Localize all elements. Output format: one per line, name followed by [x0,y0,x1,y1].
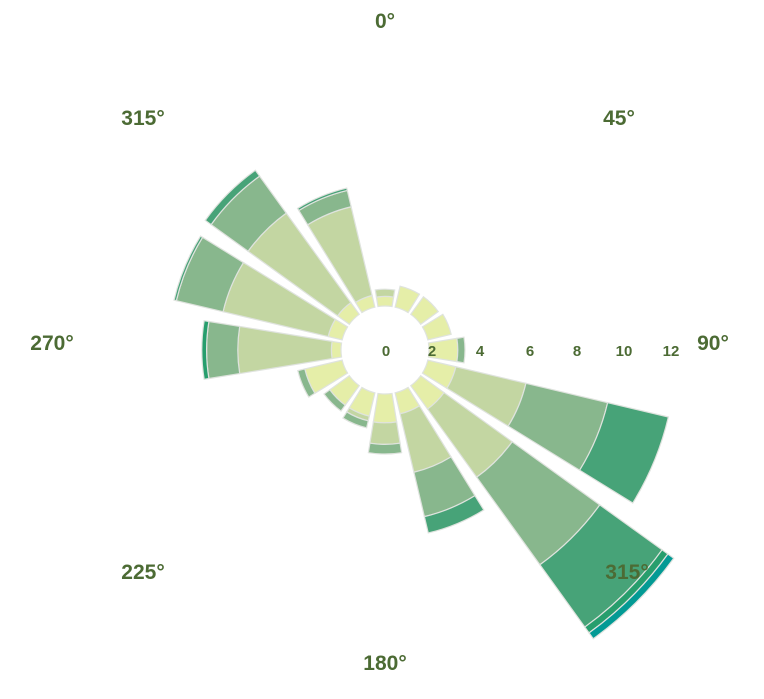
bar-dir-8-bin-2 [367,442,403,455]
radial-tick-2: 2 [428,343,436,360]
bar-dir-12-bin-0 [330,340,343,360]
direction-label-0: 0° [375,10,395,33]
radial-tick-12: 12 [663,343,680,360]
bar-dir-0-bin-1 [374,288,396,298]
radial-tick-6: 6 [526,343,534,360]
direction-label-270: 270° [30,332,73,355]
bar-dir-7-bin-3 [423,494,485,534]
direction-label-180: 180° [363,652,406,675]
bar-dir-8-bin-1 [369,421,401,446]
bar-dir-9-bin-2 [342,411,369,429]
direction-label-90: 90° [697,332,729,355]
bar-dir-2-bin-0 [409,295,440,326]
bar-dir-1-bin-0 [394,285,421,314]
bar-dir-11-bin-2 [297,368,316,398]
radial-tick-4: 4 [476,343,485,360]
bar-dir-3-bin-0 [421,313,452,341]
bar-dir-14-bin-3 [204,169,261,226]
bar-dir-12-bin-4 [201,320,210,380]
direction-label-135: 315° [605,561,648,584]
bar-dir-6-bin-5 [588,553,675,640]
radial-tick-labels: 0 2 4 6 8 10 12 [382,343,680,360]
bar-dir-8-bin-0 [372,392,398,424]
bar-dir-5-bin-3 [578,401,670,504]
direction-label-45: 45° [603,107,635,130]
direction-label-225: 225° [121,561,164,584]
bar-dir-0-bin-0 [375,295,395,308]
bar-dir-13-bin-3 [173,235,204,302]
bar-dir-15-bin-3 [296,187,348,212]
bar-dir-10-bin-2 [323,388,347,412]
bar-dir-12-bin-2 [205,320,241,380]
radial-tick-10: 10 [616,343,633,360]
wind-rose-bars [173,169,675,640]
radial-tick-8: 8 [573,343,581,360]
direction-label-315: 315° [121,107,164,130]
bar-dir-4-bin-2 [456,336,466,364]
radial-tick-0: 0 [382,343,390,360]
direction-labels: 0° 45° 90° 315° 180° 225° 270° 315° [30,10,729,675]
